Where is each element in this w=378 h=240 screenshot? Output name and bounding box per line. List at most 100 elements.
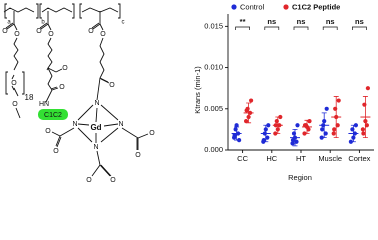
data-point: [362, 102, 367, 107]
y-tick-label: 0.005: [204, 104, 223, 113]
atom-label: N: [118, 121, 123, 128]
data-point: [244, 119, 249, 124]
repeat-bracket: [5, 71, 25, 95]
x-tick-label: HC: [266, 154, 277, 163]
data-point: [320, 127, 325, 132]
data-point: [249, 98, 254, 103]
data-point: [291, 131, 297, 136]
atom-label: O: [135, 152, 141, 159]
atom-label: O: [36, 28, 42, 35]
data-point: [350, 127, 355, 132]
error-bar: [362, 96, 368, 139]
error-bar: [350, 124, 356, 143]
legend-marker: [231, 4, 237, 10]
data-point: [365, 86, 370, 91]
x-tick-label: Cortex: [348, 154, 370, 163]
data-point: [290, 138, 296, 143]
atom-label: O: [53, 148, 59, 155]
data-point: [364, 123, 369, 128]
data-point: [234, 123, 239, 128]
chain-c: [91, 11, 110, 101]
error-bar: [304, 119, 310, 134]
atom-label: O: [100, 31, 106, 38]
error-bar: [292, 128, 298, 147]
data-point: [233, 127, 238, 132]
atom-label: N: [94, 100, 99, 107]
chain-b: [39, 11, 63, 103]
significance-bracket: [322, 26, 338, 30]
data-point: [232, 133, 237, 138]
atom-label: O: [12, 101, 18, 108]
data-point: [302, 123, 308, 128]
macrocycle: [51, 104, 149, 177]
atom-label: 18: [25, 93, 34, 102]
atom-label: O: [59, 84, 65, 91]
x-tick-label: HT: [296, 154, 306, 163]
atom-label: N: [72, 121, 77, 128]
data-point: [336, 98, 341, 103]
data-point: [265, 135, 270, 140]
x-tick-label: CC: [237, 154, 248, 163]
atom-label: O: [110, 177, 116, 184]
error-bar: [263, 124, 269, 143]
data-point: [331, 131, 336, 136]
atom-label: O: [11, 80, 17, 87]
y-axis-label: Ktrans (min-1): [193, 66, 202, 114]
data-point: [332, 127, 337, 132]
atom-label: c: [122, 20, 125, 26]
atom-label: O: [149, 130, 155, 137]
atom-label: O: [86, 177, 92, 184]
y-tick-label: 0.000: [204, 145, 223, 154]
x-axis-label: Region: [288, 173, 312, 182]
peptide-box: [38, 109, 68, 120]
atom-label: O: [45, 128, 51, 135]
atom-label: O: [2, 28, 8, 35]
atom-label: C1C2: [44, 112, 62, 119]
data-point: [335, 123, 340, 128]
data-point: [333, 106, 338, 111]
significance-label: ns: [326, 17, 335, 26]
error-bar: [234, 126, 240, 141]
backbone: [3, 7, 119, 13]
brackets: [4, 3, 121, 19]
atom-label: O: [48, 31, 54, 38]
data-point: [294, 139, 299, 144]
y-tick-label: 0.015: [204, 21, 223, 30]
atom-label: O: [62, 65, 68, 72]
significance-label: ns: [297, 17, 306, 26]
atom-label: O: [14, 31, 20, 38]
data-point: [324, 106, 329, 111]
significance-label: **: [240, 17, 246, 26]
data-point: [261, 138, 266, 143]
error-bar: [246, 102, 252, 124]
error-bar: [321, 112, 327, 139]
legend-marker: [283, 4, 289, 10]
error-bar: [275, 116, 281, 134]
significance-label: ns: [267, 17, 276, 26]
figure: a b c O O O 18 O O O O O HN C1C2 O O O N…: [2, 2, 374, 184]
atom-label: HN: [39, 101, 49, 108]
data-point: [274, 119, 279, 124]
chain-a: [5, 11, 21, 119]
atom-label: N: [93, 144, 98, 151]
atom-label: b: [41, 20, 45, 26]
atom-label: a: [7, 20, 11, 26]
atom-label: O: [88, 28, 94, 35]
atom-label: O: [109, 82, 115, 89]
data-point: [323, 131, 328, 136]
x-tick-label: Muscle: [318, 154, 342, 163]
legend-label: C1C2 Peptide: [292, 2, 340, 11]
data-point: [244, 108, 249, 113]
data-point: [290, 141, 295, 146]
data-point: [361, 131, 366, 136]
error-bar: [333, 96, 339, 139]
legend-label: Control: [240, 2, 265, 11]
structure: a b c O O O 18 O O O O O HN C1C2 O O O N…: [2, 3, 155, 184]
data-point: [307, 119, 312, 124]
significance-bracket: [352, 26, 367, 30]
significance-bracket: [293, 26, 309, 30]
significance-bracket: [235, 26, 250, 30]
y-tick-label: 0.010: [204, 63, 223, 72]
significance-bracket: [264, 26, 280, 30]
significance-label: ns: [355, 17, 364, 26]
